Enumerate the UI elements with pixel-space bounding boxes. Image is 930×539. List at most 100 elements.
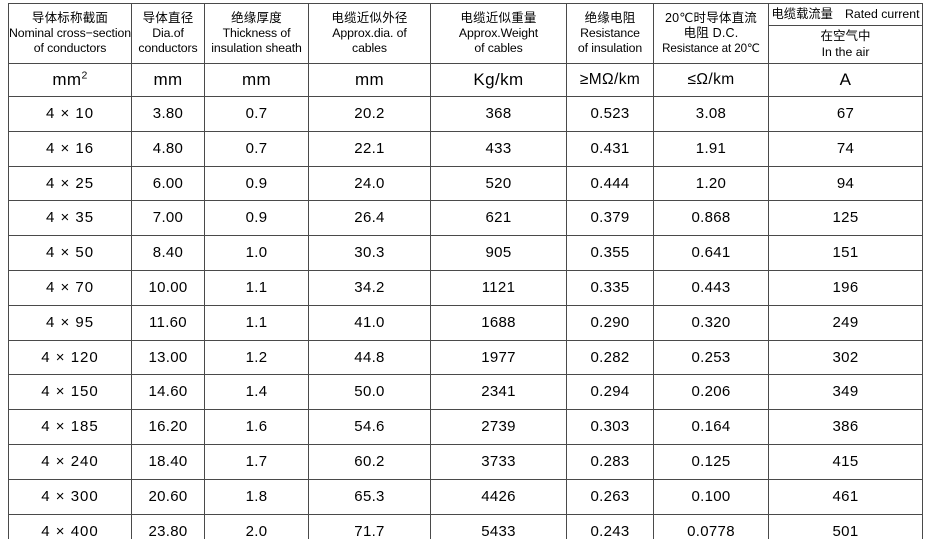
cell-insulation-resistance: 0.444: [566, 165, 654, 202]
cell-dc-resistance-20c-value: 0.320: [691, 313, 731, 331]
cell-approx-cable-weight: 621: [430, 200, 567, 237]
table-row: 4 × 185 16.20 1.6 54.6 2739 0.303 0.164 386: [8, 409, 923, 445]
cell-approx-cable-weight: 433: [430, 130, 567, 167]
cell-approx-cable-diameter-value: 26.4: [354, 209, 385, 227]
cell-nominal-cross-section-value: 4 × 150: [41, 383, 99, 401]
cell-rated-current-value: 249: [832, 313, 859, 331]
cell-dc-resistance-20c-value: 3.08: [695, 105, 727, 122]
cell-approx-cable-diameter: 30.3: [308, 235, 431, 271]
unit-nominal-cross-section: mm2: [8, 63, 132, 97]
cell-approx-cable-weight: 2341: [430, 374, 567, 411]
cell-approx-cable-weight-value: 1121: [481, 278, 516, 296]
cell-conductor-diameter-value: 13.00: [148, 348, 188, 366]
unit-approx-cable-weight: Kg/km: [430, 63, 567, 97]
cell-insulation-thickness: 1.1: [204, 304, 309, 341]
cell-approx-cable-diameter-value: 71.7: [354, 522, 385, 539]
cell-conductor-diameter-value: 18.40: [148, 452, 188, 470]
cell-rated-current-value: 415: [832, 452, 859, 470]
cell-dc-resistance-20c: 0.100: [653, 478, 769, 515]
cell-approx-cable-diameter-value: 65.3: [354, 487, 385, 505]
header-rated-current-condition: 在空气中 In the air: [769, 26, 922, 63]
cell-rated-current: 501: [768, 513, 923, 539]
cell-rated-current: 94: [768, 165, 923, 202]
cell-insulation-resistance: 0.282: [566, 339, 654, 376]
cell-approx-cable-diameter-value: 34.2: [354, 278, 385, 296]
cell-nominal-cross-section: 4 × 95: [8, 304, 132, 341]
cell-insulation-resistance-value: 0.263: [590, 487, 630, 505]
cell-insulation-resistance: 0.294: [566, 374, 654, 411]
cell-dc-resistance-20c: 0.253: [653, 339, 769, 376]
cell-dc-resistance-20c: 0.443: [653, 269, 769, 306]
cell-rated-current-value: 74: [836, 139, 855, 157]
header-cn-rated-current: 电缆载流量: [771, 7, 833, 21]
header-en2-approx-cable-diameter: cables: [352, 41, 387, 56]
cell-approx-cable-weight: 4426: [430, 478, 567, 515]
cell-insulation-resistance-value: 0.431: [590, 139, 630, 157]
cell-nominal-cross-section-value: 4 × 120: [41, 348, 99, 366]
cell-insulation-resistance: 0.243: [566, 513, 654, 539]
unit-superscript-2: 2: [81, 69, 88, 82]
header-en2-insulation-thickness: insulation sheath: [211, 41, 302, 56]
header-insulation-thickness: 绝缘厚度 Thickness of insulation sheath: [204, 3, 309, 64]
cell-approx-cable-diameter-value: 41.0: [354, 313, 385, 331]
cell-conductor-diameter: 6.00: [131, 165, 205, 202]
cell-insulation-thickness-value: 0.7: [245, 105, 268, 122]
cell-insulation-resistance-value: 0.444: [590, 174, 630, 192]
cell-rated-current-value: 501: [832, 522, 859, 539]
cell-insulation-resistance-value: 0.294: [590, 383, 630, 401]
cell-dc-resistance-20c-value: 0.206: [691, 383, 731, 401]
header-en1-insulation-resistance: Resistance: [580, 26, 640, 41]
cell-approx-cable-diameter: 50.0: [308, 374, 431, 411]
cell-approx-cable-weight-value: 4426: [481, 487, 516, 505]
table-row: 4 × 25 6.00 0.9 24.0 520 0.444 1.20 94: [8, 165, 923, 202]
cell-insulation-thickness: 1.8: [204, 478, 309, 515]
cell-nominal-cross-section: 4 × 35: [8, 200, 132, 237]
cell-insulation-resistance: 0.523: [566, 96, 654, 132]
cell-approx-cable-weight: 520: [430, 165, 567, 202]
cell-dc-resistance-20c-value: 0.443: [691, 278, 731, 296]
cell-nominal-cross-section: 4 × 120: [8, 339, 132, 376]
cell-conductor-diameter-value: 23.80: [148, 522, 188, 539]
cell-insulation-resistance-value: 0.290: [590, 313, 630, 331]
cell-approx-cable-weight-value: 2341: [481, 383, 516, 401]
cell-nominal-cross-section-value: 4 × 185: [41, 418, 99, 436]
cell-rated-current-value: 151: [832, 244, 859, 262]
cell-dc-resistance-20c-value: 0.868: [691, 209, 731, 227]
cell-conductor-diameter-value: 11.60: [149, 313, 187, 331]
units-row: mm2 mm mm mm Kg/km ≥MΩ/km ≤Ω/km: [8, 63, 923, 97]
header-en2-conductor-diameter: conductors: [138, 41, 198, 56]
cell-approx-cable-weight: 2739: [430, 409, 567, 445]
header-insulation-resistance: 绝缘电阻 Resistance of insulation: [566, 3, 654, 64]
cell-rated-current-value: 349: [832, 383, 859, 401]
cell-rated-current: 151: [768, 235, 923, 271]
header-cn-approx-cable-weight: 电缆近似重量: [460, 10, 537, 25]
cell-dc-resistance-20c: 0.206: [653, 374, 769, 411]
cell-conductor-diameter: 20.60: [131, 478, 205, 515]
unit-conductor-diameter: mm: [131, 63, 205, 97]
cell-approx-cable-weight-value: 5433: [481, 522, 516, 539]
cell-dc-resistance-20c: 0.641: [653, 235, 769, 271]
unit-text-approx-cable-diameter: mm: [354, 70, 385, 89]
cell-insulation-thickness-value: 1.2: [245, 348, 268, 366]
cell-rated-current-value: 302: [832, 348, 859, 366]
cell-approx-cable-diameter: 54.6: [308, 409, 431, 445]
cell-approx-cable-diameter: 26.4: [308, 200, 431, 237]
unit-text-mm: mm: [52, 70, 82, 89]
cell-approx-cable-diameter: 34.2: [308, 269, 431, 306]
header-cn-conductor-diameter: 导体直径: [142, 10, 194, 25]
unit-insulation-thickness: mm: [204, 63, 309, 97]
table-row: 4 × 16 4.80 0.7 22.1 433 0.431 1.91 74: [8, 130, 923, 167]
cell-approx-cable-diameter: 65.3: [308, 478, 431, 515]
cell-conductor-diameter: 16.20: [131, 409, 205, 445]
cell-nominal-cross-section-value: 4 × 240: [41, 452, 99, 470]
cell-nominal-cross-section: 4 × 400: [8, 513, 132, 539]
cell-nominal-cross-section: 4 × 185: [8, 409, 132, 445]
header-en2-approx-cable-weight: of cables: [474, 41, 523, 56]
cell-nominal-cross-section: 4 × 25: [8, 165, 132, 202]
cell-dc-resistance-20c: 0.868: [653, 200, 769, 237]
cell-insulation-thickness: 1.4: [204, 374, 309, 411]
cell-conductor-diameter: 10.00: [131, 269, 205, 306]
cell-insulation-thickness-value: 0.7: [245, 139, 268, 157]
cell-conductor-diameter-value: 8.40: [152, 244, 184, 262]
